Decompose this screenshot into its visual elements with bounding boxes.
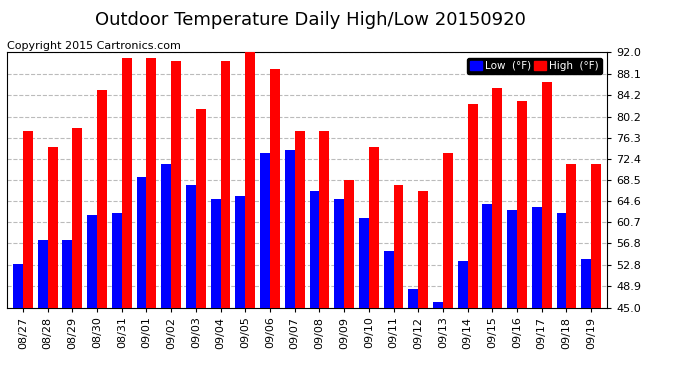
Bar (260, 153, 270, 308)
Bar (507, 210, 517, 308)
Legend: Low  (°F), High  (°F): Low (°F), High (°F) (466, 58, 602, 74)
Text: Copyright 2015 Cartronics.com: Copyright 2015 Cartronics.com (7, 41, 181, 51)
Bar (457, 261, 468, 308)
Bar (517, 101, 527, 308)
Bar (146, 58, 157, 308)
Bar (72, 129, 82, 308)
Bar (196, 110, 206, 308)
Bar (581, 259, 591, 308)
Bar (97, 90, 107, 308)
Bar (235, 196, 245, 308)
Bar (532, 207, 542, 308)
Bar (87, 215, 97, 308)
Bar (393, 185, 404, 308)
Bar (121, 58, 132, 308)
Bar (482, 204, 493, 308)
Bar (369, 147, 379, 308)
Bar (557, 213, 566, 308)
Bar (542, 82, 551, 308)
Bar (38, 240, 48, 308)
Bar (137, 177, 146, 308)
Bar (23, 131, 33, 308)
Bar (13, 264, 23, 308)
Bar (493, 88, 502, 308)
Bar (48, 147, 57, 308)
Bar (171, 61, 181, 308)
Bar (591, 164, 601, 308)
Bar (310, 191, 319, 308)
Bar (566, 164, 576, 308)
Bar (468, 104, 477, 308)
Bar (443, 153, 453, 308)
Bar (384, 251, 393, 308)
Bar (344, 180, 354, 308)
Bar (221, 61, 230, 308)
Text: Outdoor Temperature Daily High/Low 20150920: Outdoor Temperature Daily High/Low 20150… (95, 11, 526, 29)
Bar (334, 199, 344, 308)
Bar (285, 150, 295, 308)
Bar (433, 302, 443, 307)
Bar (359, 218, 369, 308)
Bar (418, 191, 428, 308)
Bar (161, 164, 171, 308)
Bar (408, 288, 418, 308)
Bar (63, 240, 72, 308)
Bar (112, 213, 121, 308)
Bar (210, 199, 221, 308)
Bar (319, 131, 329, 308)
Bar (295, 131, 304, 308)
Bar (186, 185, 196, 308)
Bar (245, 53, 255, 308)
Bar (270, 69, 280, 308)
